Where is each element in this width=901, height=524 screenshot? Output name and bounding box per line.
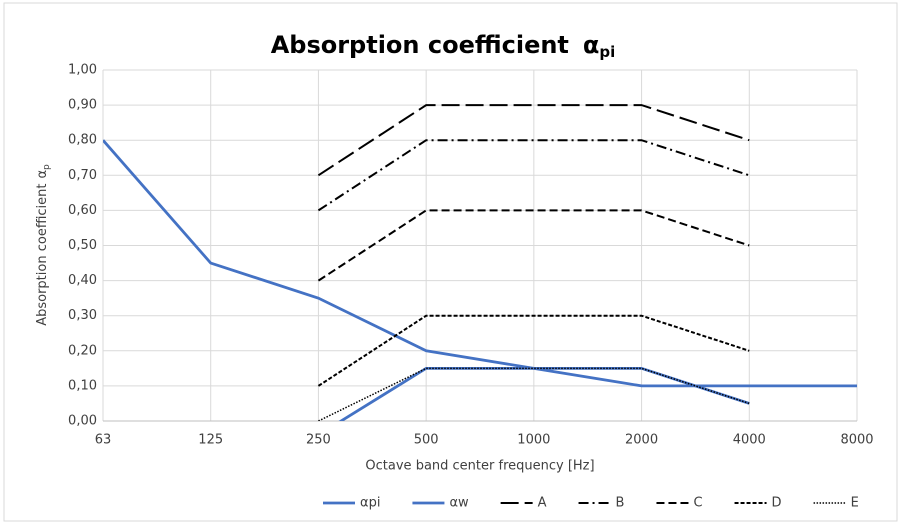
series-line bbox=[317, 209, 750, 282]
y-tick-label: 0,90 bbox=[68, 98, 97, 113]
legend-label: C bbox=[693, 496, 702, 511]
x-tick-label: 125 bbox=[198, 433, 223, 448]
y-tick-label: 0,80 bbox=[68, 133, 97, 148]
plot-area bbox=[103, 104, 857, 421]
x-tick-label: 1000 bbox=[517, 433, 550, 448]
y-tick-label: 0,20 bbox=[68, 343, 97, 358]
y-axis-label: Absorption coefficient αp bbox=[35, 164, 52, 326]
title-subscript: pi bbox=[599, 43, 615, 61]
y-tick-label: 0,60 bbox=[68, 203, 97, 218]
y-tick-label: 0,40 bbox=[68, 273, 97, 288]
x-tick-label: 8000 bbox=[840, 433, 873, 448]
legend-label: A bbox=[538, 496, 547, 511]
title-text: Absorption coefficient bbox=[271, 31, 569, 59]
legend-label: αw bbox=[449, 496, 469, 511]
y-tick-label: 0,70 bbox=[68, 168, 97, 183]
y-tick-label: 0,30 bbox=[68, 308, 97, 323]
legend-label: D bbox=[772, 496, 782, 511]
chart-border bbox=[3, 2, 898, 522]
y-tick-label: 0,10 bbox=[68, 378, 97, 393]
x-tick-label: 500 bbox=[414, 433, 439, 448]
series-line bbox=[318, 367, 750, 421]
y-label-symbol: α bbox=[35, 170, 50, 179]
y-label-text: Absorption coefficient bbox=[35, 184, 50, 326]
chart-title: Absorption coefficient αpi bbox=[271, 31, 616, 61]
y-tick-label: 0,00 bbox=[68, 414, 97, 429]
series-line bbox=[103, 139, 857, 388]
y-tick-label: 0,50 bbox=[68, 238, 97, 253]
x-tick-label: 4000 bbox=[733, 433, 766, 448]
x-tick-label: 250 bbox=[306, 433, 331, 448]
x-tick-label: 63 bbox=[95, 433, 112, 448]
legend-label: αpi bbox=[360, 496, 380, 511]
legend-label: E bbox=[851, 496, 859, 511]
series-line bbox=[317, 139, 750, 212]
series-line bbox=[317, 314, 750, 387]
x-axis-label: Octave band center frequency [Hz] bbox=[365, 459, 594, 474]
title-symbol: α bbox=[583, 31, 600, 59]
series-line bbox=[317, 104, 750, 177]
x-tick-label: 2000 bbox=[625, 433, 658, 448]
legend-label: B bbox=[616, 496, 625, 511]
y-tick-label: 1,00 bbox=[68, 63, 97, 78]
y-label-subscript: p bbox=[42, 164, 52, 170]
